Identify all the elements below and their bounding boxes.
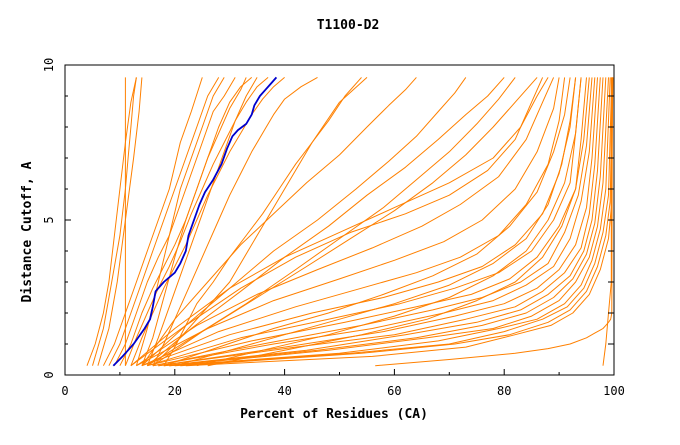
series-line-39 [207, 77, 590, 367]
x-tick-label: 60 [387, 384, 401, 398]
series-line-33 [174, 77, 613, 367]
series-line-5 [102, 77, 203, 366]
plot-area [86, 76, 614, 367]
series-line-13 [146, 77, 258, 366]
series-line-44 [147, 77, 516, 367]
x-axis-label: Percent of Residues (CA) [240, 407, 428, 422]
series-line-14 [152, 76, 318, 366]
series-line-32 [169, 77, 611, 367]
series-line-31 [169, 77, 609, 367]
x-tick-label: 0 [61, 384, 68, 398]
series-line-29 [163, 77, 604, 367]
series-line-35 [185, 77, 614, 367]
series-line-23 [147, 77, 582, 367]
series-line-2 [86, 77, 137, 366]
x-tick-label: 80 [497, 384, 511, 398]
y-axis-label: Distance Cutoff, A [20, 161, 35, 302]
x-tick-label: 100 [603, 384, 625, 398]
series-line-highlight [112, 76, 278, 367]
y-tick-label: 0 [42, 371, 56, 378]
series-line-45 [375, 77, 613, 367]
series-line-42 [141, 77, 467, 367]
series-line-26 [152, 77, 596, 367]
series-line-7 [113, 77, 236, 366]
series-line-12 [141, 77, 247, 366]
series-line-6 [108, 77, 220, 366]
series-line-3 [92, 77, 137, 366]
chart-title: T1100-D2 [317, 18, 380, 33]
series-line-9 [124, 77, 269, 366]
series-line-18 [130, 77, 544, 367]
series-line-4 [97, 77, 143, 366]
series-line-25 [152, 77, 593, 367]
series-line-19 [136, 77, 555, 367]
series-line-21 [141, 77, 566, 367]
series-line-41 [146, 77, 505, 367]
series-line-15 [163, 77, 362, 366]
series-line-38 [196, 77, 582, 367]
axes [64, 64, 615, 376]
series-line-43 [141, 77, 417, 366]
x-tick-label: 20 [168, 384, 182, 398]
series-line-28 [158, 77, 601, 367]
series-line-24 [147, 77, 587, 367]
series-line-17 [130, 77, 549, 367]
x-tick-label: 40 [277, 384, 291, 398]
series-line-36 [174, 77, 577, 367]
series-line-10 [130, 77, 285, 366]
series-line-30 [163, 77, 607, 367]
y-tick-label: 5 [42, 216, 56, 223]
series-line-34 [180, 77, 613, 367]
series-line-37 [163, 77, 571, 367]
series-line-20 [136, 77, 560, 367]
series-line-11 [135, 77, 225, 366]
y-tick-label: 10 [42, 58, 56, 72]
